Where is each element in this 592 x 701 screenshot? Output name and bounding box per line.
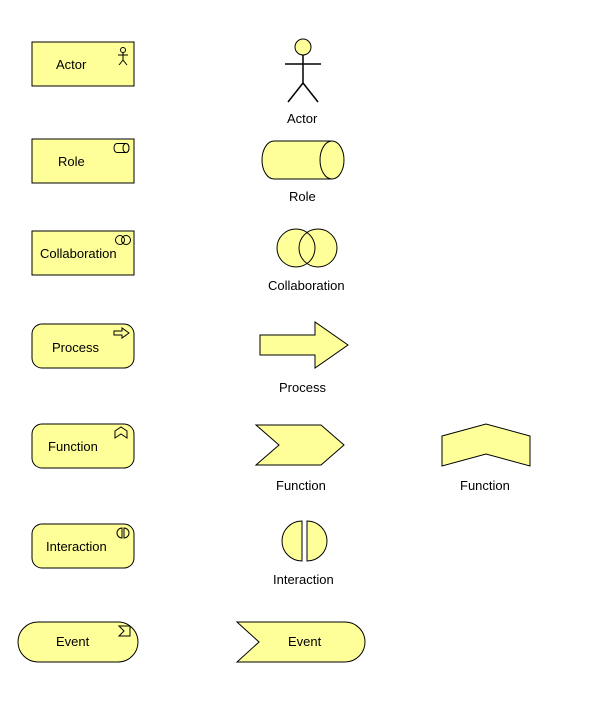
large-interaction-icon — [282, 521, 327, 561]
large-function-chevron-icon — [256, 425, 344, 465]
large-role-icon — [262, 141, 344, 179]
large-function2-label: Function — [460, 478, 510, 493]
actor-box-label: Actor — [56, 57, 86, 72]
large-process-label: Process — [279, 380, 326, 395]
collaboration-box-label: Collaboration — [40, 246, 117, 261]
large-actor-icon — [285, 39, 321, 102]
interaction-box-label: Interaction — [46, 539, 107, 554]
function-box-label: Function — [48, 439, 98, 454]
event-box-label: Event — [56, 634, 89, 649]
large-function1-label: Function — [276, 478, 326, 493]
large-function-book-icon — [442, 424, 530, 466]
large-actor-label: Actor — [287, 111, 317, 126]
process-box-label: Process — [52, 340, 99, 355]
large-interaction-label: Interaction — [273, 572, 334, 587]
large-collaboration-label: Collaboration — [268, 278, 345, 293]
diagram-container: Actor Role Collaboration Process Functio… — [0, 0, 592, 701]
role-box-label: Role — [58, 154, 85, 169]
large-collaboration-icon — [277, 229, 337, 267]
large-role-label: Role — [289, 189, 316, 204]
large-process-icon — [260, 322, 348, 368]
large-event-label: Event — [288, 634, 321, 649]
